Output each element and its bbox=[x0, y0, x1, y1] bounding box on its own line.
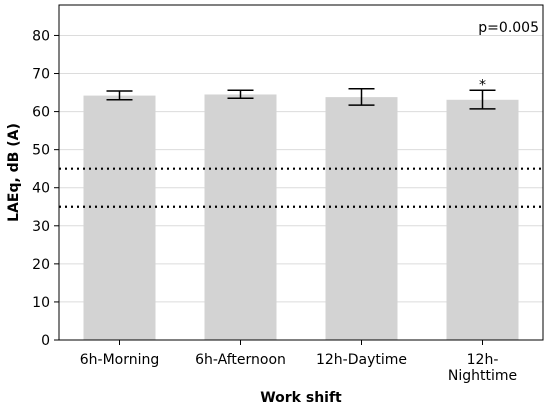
y-tick-label: 80 bbox=[32, 28, 50, 44]
x-tick-label-line: 6h-Afternoon bbox=[195, 352, 286, 368]
x-tick-label-line: Nighttime bbox=[448, 368, 517, 384]
y-ticks: 0 10 20 30 40 50 60 70 80 bbox=[32, 28, 59, 349]
x-tick-label: 6h-Afternoon bbox=[195, 352, 286, 368]
x-tick-label: 12h-Daytime bbox=[316, 352, 407, 368]
x-axis-title: Work shift bbox=[260, 390, 342, 406]
bar bbox=[446, 99, 519, 341]
error-bars: * bbox=[106, 77, 496, 110]
x-tick-label-line: 12h- bbox=[467, 352, 499, 368]
x-tick-label-line: 6h-Morning bbox=[80, 352, 160, 368]
y-tick-label: 60 bbox=[32, 105, 50, 121]
x-tick-label-line: 12h-Daytime bbox=[316, 352, 407, 368]
bar bbox=[83, 95, 156, 341]
x-tick-label: 12h-Nighttime bbox=[448, 352, 517, 384]
x-tick-label: 6h-Morning bbox=[80, 352, 160, 368]
y-tick-label: 50 bbox=[32, 143, 50, 159]
bar bbox=[204, 94, 277, 340]
y-tick-label: 20 bbox=[32, 257, 50, 273]
y-axis-title: LAEq, dB (A) bbox=[6, 123, 22, 222]
y-tick-label: 0 bbox=[41, 333, 50, 349]
y-tick-label: 30 bbox=[32, 219, 50, 235]
significance-marker: * bbox=[479, 77, 486, 93]
reference-lines bbox=[59, 167, 543, 208]
y-tick-label: 10 bbox=[32, 295, 50, 311]
y-tick-label: 40 bbox=[32, 181, 50, 197]
p-value-annotation: p=0.005 bbox=[478, 20, 539, 36]
plot-frame bbox=[58, 4, 544, 341]
x-ticks: 6h-Morning 6h-Afternoon 12h-Daytime 12h-Nig… bbox=[80, 340, 517, 384]
bar bbox=[325, 97, 398, 340]
bars bbox=[83, 94, 519, 341]
y-tick-label: 70 bbox=[32, 67, 50, 83]
